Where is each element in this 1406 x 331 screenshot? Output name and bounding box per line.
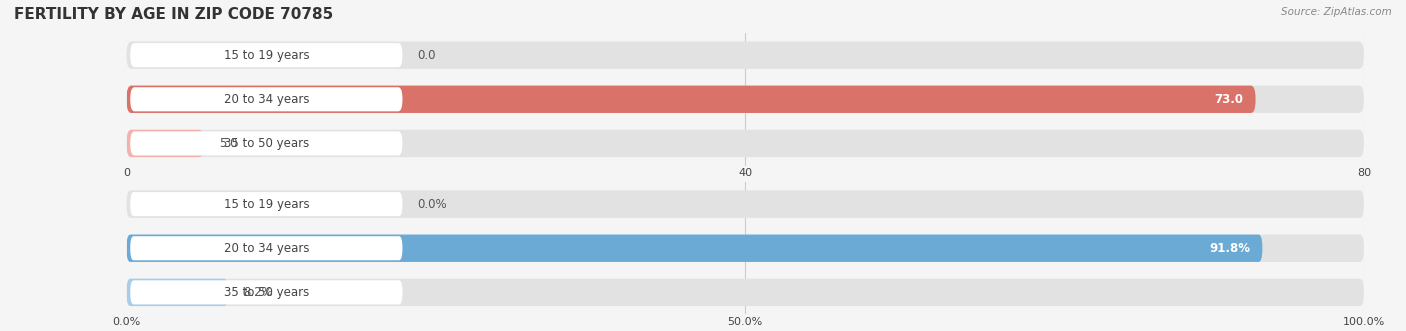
Text: 20 to 34 years: 20 to 34 years xyxy=(224,242,309,255)
FancyBboxPatch shape xyxy=(127,130,1364,157)
FancyBboxPatch shape xyxy=(131,192,402,216)
FancyBboxPatch shape xyxy=(127,279,228,306)
FancyBboxPatch shape xyxy=(127,41,1364,69)
Text: FERTILITY BY AGE IN ZIP CODE 70785: FERTILITY BY AGE IN ZIP CODE 70785 xyxy=(14,7,333,22)
Text: 20 to 34 years: 20 to 34 years xyxy=(224,93,309,106)
FancyBboxPatch shape xyxy=(131,131,402,156)
FancyBboxPatch shape xyxy=(131,236,402,260)
FancyBboxPatch shape xyxy=(127,235,1364,262)
Text: Source: ZipAtlas.com: Source: ZipAtlas.com xyxy=(1281,7,1392,17)
Text: 15 to 19 years: 15 to 19 years xyxy=(224,49,309,62)
Text: 15 to 19 years: 15 to 19 years xyxy=(224,198,309,211)
Text: 91.8%: 91.8% xyxy=(1209,242,1250,255)
Text: 35 to 50 years: 35 to 50 years xyxy=(224,286,309,299)
Text: 0.0%: 0.0% xyxy=(418,198,447,211)
Text: 35 to 50 years: 35 to 50 years xyxy=(224,137,309,150)
FancyBboxPatch shape xyxy=(127,190,1364,218)
FancyBboxPatch shape xyxy=(127,235,1263,262)
FancyBboxPatch shape xyxy=(127,279,1364,306)
Text: 0.0: 0.0 xyxy=(418,49,436,62)
FancyBboxPatch shape xyxy=(131,87,402,111)
FancyBboxPatch shape xyxy=(127,86,1364,113)
FancyBboxPatch shape xyxy=(131,43,402,67)
FancyBboxPatch shape xyxy=(127,86,1256,113)
FancyBboxPatch shape xyxy=(127,130,204,157)
Text: 8.2%: 8.2% xyxy=(243,286,273,299)
Text: 5.0: 5.0 xyxy=(219,137,238,150)
FancyBboxPatch shape xyxy=(131,280,402,305)
Text: 73.0: 73.0 xyxy=(1215,93,1243,106)
